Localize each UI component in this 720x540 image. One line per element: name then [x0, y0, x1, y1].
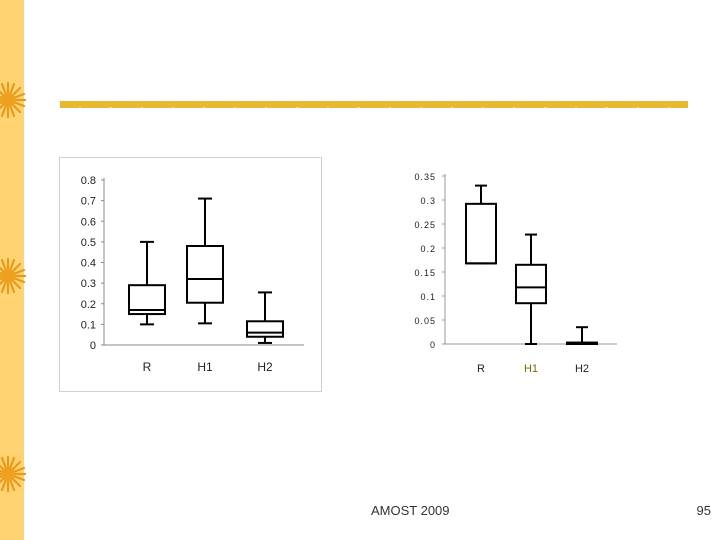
box-H1 [515, 263, 547, 305]
y-tick-label: 0.4 [81, 258, 96, 270]
y-tick-label: 0 [90, 340, 96, 352]
y-tick-label: 0.5 [81, 237, 96, 249]
y-tick-label: 0.2 [420, 244, 436, 254]
x-category-label: R [143, 360, 152, 374]
box-H1 [186, 245, 224, 304]
y-tick-label: 0.25 [414, 220, 436, 230]
y-tick-label: 0.35 [414, 172, 436, 182]
y-tick-label: 0.7 [81, 196, 96, 208]
x-category-label: H1 [197, 360, 213, 374]
footer-text: AMOST 2009 [371, 503, 450, 518]
x-category-label: H2 [257, 360, 273, 374]
box-R [465, 202, 497, 265]
page-number: 95 [696, 503, 711, 518]
y-tick-label: 0.1 [81, 319, 96, 331]
sun-icon [0, 455, 27, 493]
y-tick-label: 0.3 [81, 278, 96, 290]
x-category-label: R [477, 363, 485, 375]
title-rule [60, 101, 688, 108]
sun-icon [0, 257, 27, 295]
y-tick-label: 0.8 [81, 175, 96, 187]
y-tick-label: 0 [430, 340, 436, 350]
y-tick-label: 0.2 [81, 299, 96, 311]
sun-icon [0, 81, 27, 119]
y-tick-label: 0.05 [414, 316, 436, 326]
y-tick-label: 0.1 [420, 292, 436, 302]
x-category-label: H2 [575, 363, 589, 375]
y-tick-label: 0.15 [414, 268, 436, 278]
x-category-label: H1 [524, 363, 538, 375]
y-tick-label: 0.6 [81, 216, 96, 228]
chart1-panel [59, 157, 322, 392]
y-tick-label: 0.3 [420, 196, 436, 206]
